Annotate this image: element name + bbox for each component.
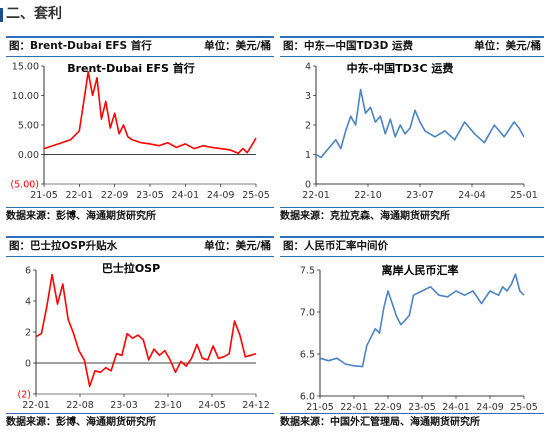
x-tick-label: 22-10	[354, 190, 382, 201]
efs-chart: 15.00 10.00 5.00 0.00 (5.00)21-05 22-01 22-09 2…	[10, 61, 270, 201]
y-tick-label: 4	[25, 297, 31, 308]
y-tick-label: 7.5	[300, 266, 315, 277]
chart-title: 离岸人民币汇率	[382, 263, 459, 277]
x-tick-label: 22-01	[302, 190, 330, 201]
y-tick-label: 0.00	[18, 150, 39, 161]
panel-title: 图：中东—中国TD3D 运费	[283, 40, 414, 52]
td3c-chart: 0 1 2 3 4 22-01 22-10 23-07 24-04 25-01 中东-中国TD3C …	[302, 61, 538, 201]
x-tick-label: 21-05	[30, 190, 58, 201]
x-tick-label: 22-01	[22, 400, 50, 410]
y-tick-label: 4	[305, 62, 311, 73]
y-tick-label: 15.00	[12, 62, 39, 73]
y-tick-label: 2	[305, 121, 311, 132]
data-source: 数据来源：彭博、海通期货研究所	[6, 413, 274, 430]
series-line	[315, 88, 525, 159]
x-tick-label: 25-01	[510, 190, 538, 201]
section-title: 二、套利	[6, 6, 62, 22]
panel-unit: 单位：美元/桶	[204, 240, 271, 252]
x-tick-label: 24-05	[198, 400, 226, 410]
panel-header-rmb: 图：人民币汇率中间价	[280, 236, 544, 257]
series-line	[35, 273, 257, 388]
y-tick-label: 1	[305, 150, 311, 161]
basrah-osp-chart: (2) 0 2 4 6 22-01 22-08 23-03 23-10 24-05 24-12 巴士拉…	[18, 261, 270, 410]
x-tick-label: 23-03	[110, 400, 138, 410]
x-tick-label: 22-01	[66, 190, 94, 201]
y-tick-label: 0	[25, 359, 31, 370]
data-source: 数据来源：彭博、海通期货研究所	[6, 207, 274, 224]
chart-title: Brent-Dubai EFS 首行	[67, 61, 195, 75]
y-tick-label: 6.5	[300, 350, 315, 361]
chart-title: 巴士拉OSP	[102, 261, 160, 275]
panel-title: 图：Brent-Dubai EFS 首行	[9, 40, 152, 52]
y-tick-label: 2	[25, 328, 31, 339]
x-tick-label: 22-01	[340, 402, 368, 410]
x-tick-label: 23-05	[136, 190, 164, 201]
series-line	[43, 71, 257, 155]
panel-title: 图：人民币汇率中间价	[283, 240, 388, 252]
panel-unit: 单位：美元/桶	[474, 40, 541, 52]
x-tick-label: 25-05	[242, 190, 270, 201]
chart-title: 中东-中国TD3C 运费	[347, 61, 454, 75]
x-tick-label: 24-12	[242, 400, 270, 410]
x-tick-label: 24-04	[458, 190, 486, 201]
y-tick-label: (2)	[18, 390, 31, 401]
x-tick-label: 23-07	[406, 190, 434, 201]
x-tick-label: 22-09	[374, 402, 402, 410]
panel-header-basrah: 图：巴士拉OSP升贴水 单位：美元/桶	[6, 236, 274, 257]
x-tick-label: 24-09	[476, 402, 504, 410]
y-tick-label: 6	[25, 266, 31, 277]
data-source: 数据来源：克拉克森、海通期货研究所	[280, 207, 544, 224]
series-line	[319, 273, 525, 368]
x-tick-label: 23-10	[154, 400, 182, 410]
x-tick-label: 23-05	[408, 402, 436, 410]
x-tick-label: 24-09	[207, 190, 235, 201]
panel-header-efs: 图：Brent-Dubai EFS 首行 单位：美元/桶	[6, 36, 274, 57]
y-tick-label: 10.00	[12, 91, 39, 102]
x-tick-label: 21-05	[306, 402, 334, 410]
rmb-rate-chart: 6.0 6.5 7.0 7.5 21-05 22-01 22-09 23-05 24-01 24-…	[300, 263, 538, 410]
x-tick-label: 22-08	[66, 400, 94, 410]
y-tick-label: 0	[305, 180, 311, 191]
x-tick-label: 25-05	[510, 402, 538, 410]
x-tick-label: 24-01	[172, 190, 200, 201]
y-tick-label: 7.0	[300, 308, 315, 319]
y-tick-label: 3	[305, 91, 311, 102]
x-tick-label: 22-09	[101, 190, 129, 201]
x-tick-label: 24-01	[442, 402, 470, 410]
panel-title: 图：巴士拉OSP升贴水	[9, 240, 118, 252]
y-tick-label: 6.0	[300, 392, 315, 403]
data-source: 数据来源：中国外汇管理局、海通期货研究所	[280, 413, 544, 430]
panel-unit: 单位：美元/桶	[204, 40, 271, 52]
section-marker	[0, 8, 3, 22]
y-tick-label: (5.00)	[10, 180, 39, 191]
y-tick-label: 5.00	[18, 121, 39, 132]
panel-header-td3c: 图：中东—中国TD3D 运费 单位：美元/桶	[280, 36, 544, 57]
